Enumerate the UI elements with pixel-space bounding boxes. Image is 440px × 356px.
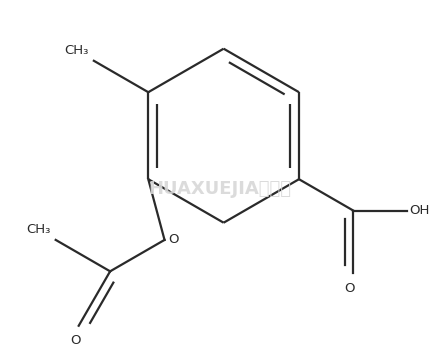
Text: CH₃: CH₃	[26, 223, 51, 236]
Text: O: O	[345, 282, 355, 295]
Text: O: O	[70, 334, 81, 347]
Text: HUAXUEJIA化学加: HUAXUEJIA化学加	[149, 179, 292, 198]
Text: O: O	[168, 234, 179, 246]
Text: OH: OH	[409, 204, 429, 217]
Text: CH₃: CH₃	[65, 44, 89, 57]
